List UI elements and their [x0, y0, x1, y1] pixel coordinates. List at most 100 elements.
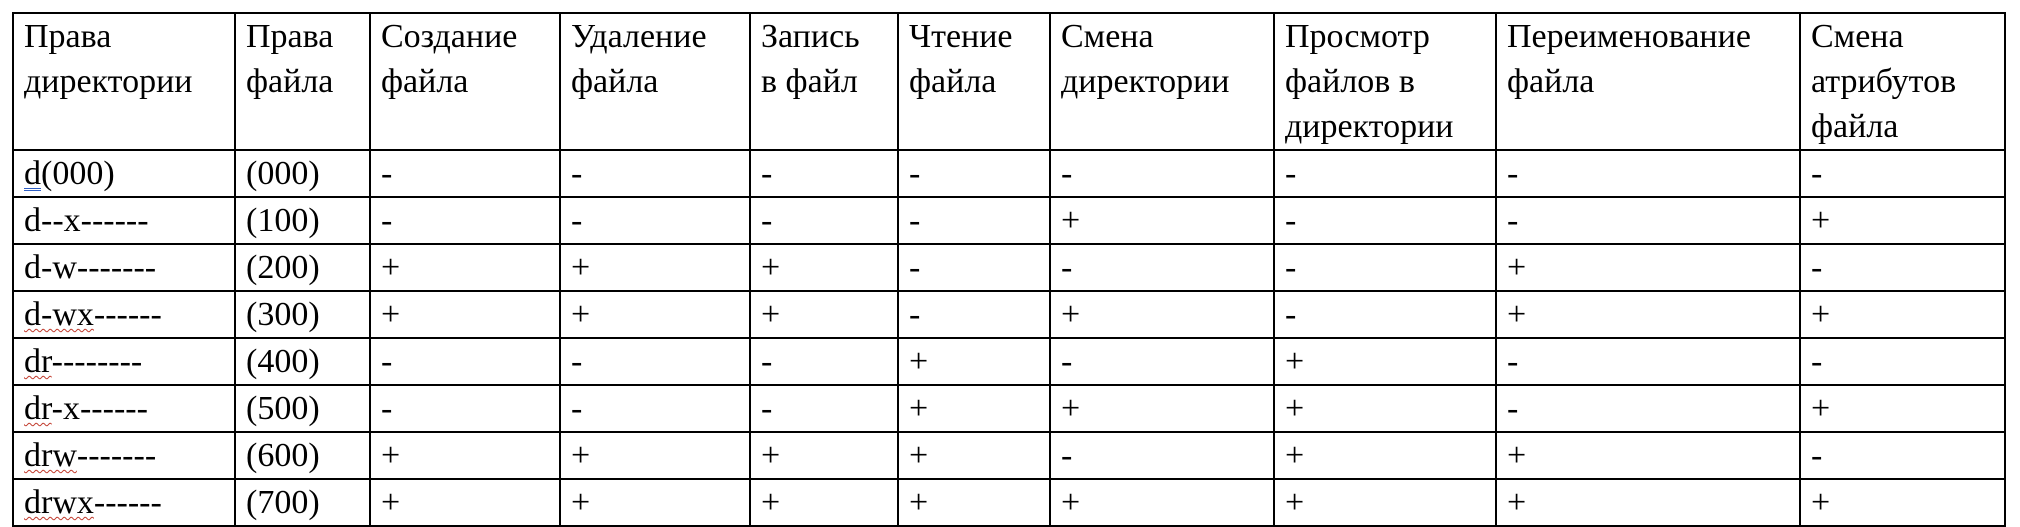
op-cell: -	[559, 196, 751, 245]
op-cell: -	[369, 337, 561, 386]
header-text: файла	[1507, 63, 1595, 100]
dir-permissions-cell: dr--------	[12, 337, 236, 386]
dir-rest: (000)	[41, 155, 115, 192]
op-cell: -	[1273, 196, 1497, 245]
header-text: файла	[909, 63, 997, 100]
table-row: dr-x------ (500) - - - + + + - +	[12, 384, 2006, 433]
op-cell: +	[1049, 290, 1275, 339]
op-cell: -	[1799, 243, 2006, 292]
op-cell: +	[559, 290, 751, 339]
dir-rest: --------	[51, 343, 143, 380]
file-permissions-cell: (000)	[234, 149, 371, 198]
header-text: Права	[24, 18, 112, 55]
table-row: d-wx------ (300) + + + - + - + +	[12, 290, 2006, 339]
op-cell: -	[1495, 196, 1801, 245]
op-cell: +	[1799, 478, 2006, 527]
op-cell: +	[369, 478, 561, 527]
op-cell: +	[897, 431, 1051, 480]
header-write-file: Запись в файл	[749, 12, 899, 151]
op-cell: +	[1799, 196, 2006, 245]
header-text: Просмотр	[1285, 18, 1430, 55]
dir-prefix: d-wx	[24, 296, 94, 333]
op-cell: -	[1273, 149, 1497, 198]
header-text: в файл	[761, 63, 858, 100]
dir-rest: -------	[76, 437, 157, 474]
op-cell: +	[1495, 431, 1801, 480]
op-cell: +	[1495, 243, 1801, 292]
op-cell: +	[559, 478, 751, 527]
op-cell: -	[897, 243, 1051, 292]
op-cell: -	[897, 196, 1051, 245]
op-cell: +	[1495, 290, 1801, 339]
file-permissions-cell: (400)	[234, 337, 371, 386]
header-change-directory: Смена директории	[1049, 12, 1275, 151]
op-cell: -	[1049, 431, 1275, 480]
header-file-permissions: Права файла	[234, 12, 371, 151]
header-change-attributes: Смена атрибутов файла	[1799, 12, 2006, 151]
op-cell: +	[369, 243, 561, 292]
header-dir-permissions: Права директории	[12, 12, 236, 151]
header-read-file: Чтение файла	[897, 12, 1051, 151]
dir-permissions-cell: dr-x------	[12, 384, 236, 433]
dir-prefix: d--x------	[24, 202, 149, 239]
op-cell: +	[1049, 478, 1275, 527]
dir-permissions-cell: d-wx------	[12, 290, 236, 339]
table-row: d(000) (000) - - - - - - - -	[12, 149, 2006, 198]
header-text: директории	[24, 63, 193, 100]
header-row: Права директории Права файла Создание фа…	[12, 12, 2006, 151]
op-cell: +	[897, 337, 1051, 386]
header-rename-file: Переименование файла	[1495, 12, 1801, 151]
header-text: Запись	[761, 18, 860, 55]
header-text: Смена	[1811, 18, 1904, 55]
op-cell: +	[1799, 290, 2006, 339]
dir-permissions-cell: d(000)	[12, 149, 236, 198]
header-delete-file: Удаление файла	[559, 12, 751, 151]
header-text: файла	[571, 63, 659, 100]
op-cell: -	[749, 196, 899, 245]
op-cell: -	[749, 149, 899, 198]
table-row: d--x------ (100) - - - - + - - +	[12, 196, 2006, 245]
table-row: d-w------- (200) + + + - - - + -	[12, 243, 2006, 292]
op-cell: +	[749, 431, 899, 480]
op-cell: +	[749, 290, 899, 339]
header-text: Права	[246, 18, 334, 55]
op-cell: +	[897, 384, 1051, 433]
header-text: Создание	[381, 18, 518, 55]
header-text: директории	[1061, 63, 1230, 100]
op-cell: +	[559, 243, 751, 292]
op-cell: +	[749, 243, 899, 292]
header-create-file: Создание файла	[369, 12, 561, 151]
header-text: файла	[1811, 108, 1899, 145]
op-cell: +	[1049, 196, 1275, 245]
dir-prefix: drw	[24, 437, 77, 474]
header-text: файлов в	[1285, 63, 1415, 100]
op-cell: -	[1799, 149, 2006, 198]
dir-prefix: drwx	[24, 484, 94, 521]
header-text: файла	[381, 63, 469, 100]
op-cell: -	[1049, 337, 1275, 386]
op-cell: +	[1273, 478, 1497, 527]
dir-rest: -x------	[51, 390, 148, 427]
op-cell: -	[559, 337, 751, 386]
op-cell: -	[369, 196, 561, 245]
dir-prefix: dr	[24, 343, 52, 380]
op-cell: -	[1495, 337, 1801, 386]
dir-permissions-cell: drwx------	[12, 478, 236, 527]
op-cell: -	[1273, 290, 1497, 339]
op-cell: +	[1273, 337, 1497, 386]
op-cell: -	[1495, 149, 1801, 198]
op-cell: -	[1495, 384, 1801, 433]
dir-permissions-cell: drw-------	[12, 431, 236, 480]
op-cell: +	[897, 478, 1051, 527]
op-cell: -	[369, 149, 561, 198]
op-cell: +	[1495, 478, 1801, 527]
dir-prefix: d-w-------	[24, 249, 157, 286]
op-cell: +	[1273, 431, 1497, 480]
header-text: Переименование	[1507, 18, 1751, 55]
op-cell: -	[1799, 337, 2006, 386]
file-permissions-cell: (700)	[234, 478, 371, 527]
dir-prefix: dr	[24, 390, 52, 427]
op-cell: +	[1273, 384, 1497, 433]
op-cell: +	[369, 290, 561, 339]
file-permissions-cell: (100)	[234, 196, 371, 245]
